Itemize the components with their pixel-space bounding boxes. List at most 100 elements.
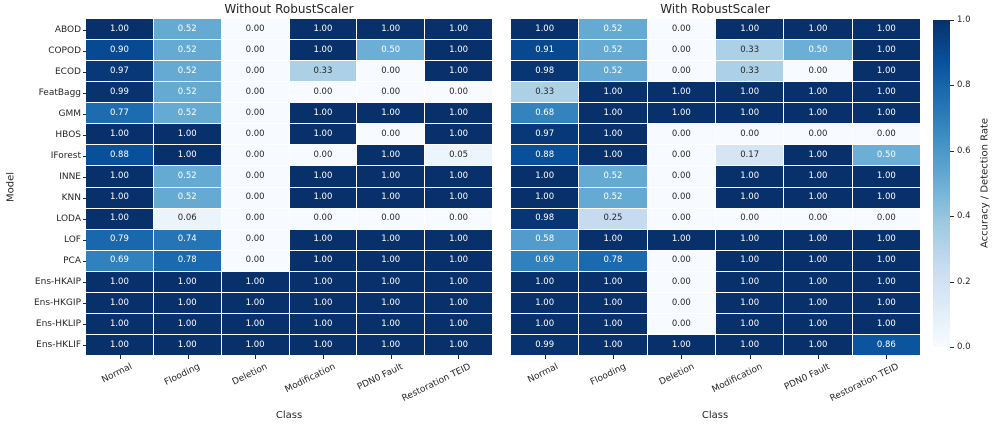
heatmap-cell: 0.33: [289, 61, 357, 82]
heatmap-cell: 1.00: [86, 19, 153, 40]
y-tick-mark: [82, 176, 86, 178]
y-tick-label: LODA: [56, 213, 81, 224]
heatmap-cell: 1.00: [425, 103, 492, 124]
x-tick-label: Modification: [283, 362, 338, 396]
heatmap-cell: 1.00: [716, 82, 784, 103]
heatmap-cell: 1.00: [716, 334, 784, 355]
heatmap-cell: 1.00: [852, 166, 920, 187]
heatmap-cell: 0.17: [716, 145, 784, 166]
heatmap-cell: 1.00: [289, 124, 357, 145]
heatmap-cell: 1.00: [425, 40, 492, 61]
heatmap-cell: 1.00: [86, 166, 153, 187]
heatmap-cell: 1.00: [852, 292, 920, 313]
heatmap-cell: 0.69: [86, 250, 153, 271]
heatmap-cell: 1.00: [579, 313, 647, 334]
heatmap-cell: 0.00: [221, 19, 289, 40]
heatmap-cell: 1.00: [784, 166, 852, 187]
colorbar-tick-mark: [950, 20, 954, 21]
colorbar: [933, 20, 950, 347]
heatmap-cell: 1.00: [86, 187, 153, 208]
heatmap-cell: 0.00: [221, 40, 289, 61]
x-axis-label-right: Class: [701, 410, 729, 421]
colorbar-tick-label: 0.6: [957, 145, 971, 156]
heatmap-cell: 1.00: [357, 145, 425, 166]
heatmap-cell: 1.00: [579, 124, 647, 145]
heatmap-cell: 1.00: [289, 313, 357, 334]
heatmap-cell: 1.00: [357, 250, 425, 271]
heatmap-cell: 1.00: [784, 145, 852, 166]
y-tick-mark: [82, 155, 86, 157]
heatmap-cell: 1.00: [357, 271, 425, 292]
heatmap-cell: 1.00: [425, 166, 492, 187]
y-tick-label: INNE: [59, 171, 81, 182]
heatmap-cell: 1.00: [579, 292, 647, 313]
heatmap-cell: 1.00: [716, 292, 784, 313]
y-tick-mark: [82, 302, 86, 304]
heatmap-cell: 1.00: [357, 103, 425, 124]
heatmap-cell: 1.00: [357, 187, 425, 208]
y-tick-mark: [82, 323, 86, 325]
heatmap-cell: 1.00: [647, 103, 715, 124]
heatmap-cell: 0.58: [511, 229, 579, 250]
heatmap-cell: 1.00: [852, 61, 920, 82]
heatmap-cell: 1.00: [289, 271, 357, 292]
heatmap-cell: 1.00: [289, 229, 357, 250]
heatmap-cell: 1.00: [86, 334, 153, 355]
heatmap-cell: 0.00: [716, 124, 784, 145]
heatmap-cell: 0.00: [221, 103, 289, 124]
heatmap-cell: 1.00: [511, 187, 579, 208]
heatmap-cell: 1.00: [716, 103, 784, 124]
heatmap-cell: 1.00: [784, 82, 852, 103]
x-tick-label: Flooding: [163, 362, 202, 388]
x-tick-mark: [749, 355, 751, 359]
y-tick-label: GMM: [58, 108, 81, 119]
heatmap-cell: 0.00: [425, 82, 492, 103]
heatmap-cell: 0.00: [357, 61, 425, 82]
colorbar-tick-label: 0.8: [957, 80, 971, 91]
heatmap-without-robustscaler: 1.00 0.52 0.00 1.00 1.00 1.00 0.90 0.52 0.00 1.00…: [86, 19, 492, 355]
heatmap-cell: 0.69: [511, 250, 579, 271]
heatmap-cell: 1.00: [86, 271, 153, 292]
heatmap-cell: 1.00: [221, 334, 289, 355]
x-tick-mark: [390, 355, 392, 359]
heatmap-cell: 0.99: [511, 334, 579, 355]
heatmap-cell: 0.00: [221, 187, 289, 208]
heatmap-cell: 1.00: [784, 250, 852, 271]
y-tick-mark: [82, 71, 86, 73]
heatmap-cell: 0.78: [153, 250, 221, 271]
y-tick-label: ABOD: [54, 24, 81, 35]
y-tick-label: ECOD: [55, 66, 81, 77]
heatmap-cell: 0.33: [511, 82, 579, 103]
heatmap-cell: 0.98: [511, 208, 579, 229]
heatmap-cell: 0.00: [647, 187, 715, 208]
x-tick-label: Restoration TEID: [828, 362, 901, 404]
heatmap-cell: 1.00: [852, 250, 920, 271]
heatmap-cell: 0.33: [716, 61, 784, 82]
heatmap-cell: 1.00: [716, 250, 784, 271]
heatmap-cell: 1.00: [511, 271, 579, 292]
heatmap-cell: 0.88: [511, 145, 579, 166]
y-tick-label: Ens-HKAIP: [34, 276, 81, 287]
heatmap-cell: 0.00: [647, 61, 715, 82]
x-tick-label: Flooding: [588, 362, 628, 388]
heatmap-cell: 1.00: [153, 124, 221, 145]
heatmap-cell: 1.00: [425, 271, 492, 292]
heatmap-cell: 1.00: [425, 292, 492, 313]
x-tick-label: PDN0 Fault: [783, 362, 833, 393]
heatmap-cell: 1.00: [357, 292, 425, 313]
heatmap-cell: 0.00: [647, 19, 715, 40]
heatmap-cell: 1.00: [425, 250, 492, 271]
panel-title-with-robustscaler: With RobustScaler: [660, 2, 770, 16]
heatmap-cell: 1.00: [153, 271, 221, 292]
heatmap-cell: 0.97: [86, 61, 153, 82]
heatmap-cell: 0.05: [425, 145, 492, 166]
colorbar-tick-label: 0.4: [957, 211, 971, 222]
heatmap-cell: 1.00: [579, 271, 647, 292]
heatmap-cell: 0.79: [86, 229, 153, 250]
heatmap-cell: 0.52: [153, 166, 221, 187]
y-tick-label: FeatBagg: [38, 87, 81, 98]
heatmap-cell: 1.00: [425, 61, 492, 82]
heatmap-cell: 0.00: [425, 208, 492, 229]
colorbar-tick-mark: [950, 347, 954, 348]
